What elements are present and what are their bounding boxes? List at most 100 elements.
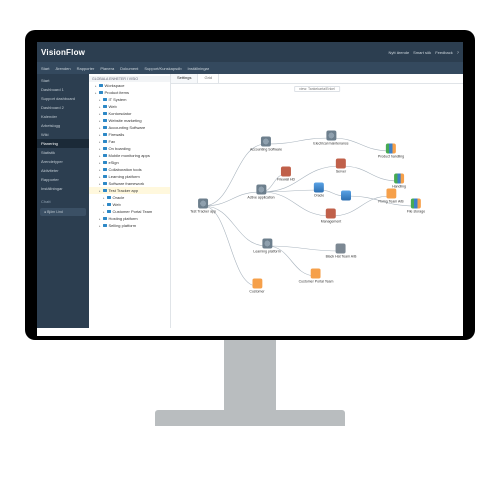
folder-icon bbox=[107, 196, 111, 199]
folder-icon bbox=[103, 161, 107, 164]
tree-item[interactable]: ▸Software framework bbox=[89, 180, 170, 187]
tree-item[interactable]: ▸Collaboration tools bbox=[89, 166, 170, 173]
folder-icon bbox=[103, 119, 107, 122]
left-sidebar: StartDashboard 1Support dashboardDashboa… bbox=[37, 74, 89, 328]
mindmap-node[interactable]: Customer Portal Team bbox=[299, 269, 334, 284]
sidebar-item[interactable]: Start bbox=[37, 76, 89, 85]
node-label: Fixing Team A/B bbox=[378, 200, 403, 204]
node-label: Black Hat Team A/B bbox=[326, 255, 357, 259]
node-label: Management bbox=[321, 220, 341, 224]
group-icon bbox=[386, 144, 396, 154]
tree-item[interactable]: ▸Hosting platform bbox=[89, 215, 170, 222]
tree-item[interactable]: ▸On boarding bbox=[89, 145, 170, 152]
canvas-tab-grid[interactable]: Grid bbox=[198, 74, 219, 83]
tree-item[interactable]: ▸Selling platform bbox=[89, 222, 170, 229]
header-action[interactable]: Feedback bbox=[435, 50, 453, 55]
node-label: File storage bbox=[407, 210, 425, 214]
sidebar-item[interactable]: Dashboard 1 bbox=[37, 85, 89, 94]
folder-icon bbox=[103, 217, 107, 220]
tree-item[interactable]: ▸Website marketing bbox=[89, 117, 170, 124]
tree-item[interactable]: ▸Kontorsdator bbox=[89, 110, 170, 117]
app-header: VisionFlow Nytt ärende Smart sök Feedbac… bbox=[37, 42, 463, 62]
tree-item[interactable]: ▸Product items bbox=[89, 89, 170, 96]
toolbar-item[interactable]: Start bbox=[41, 66, 49, 71]
person-icon bbox=[311, 269, 321, 279]
mindmap-node[interactable]: Test Tracker app bbox=[190, 199, 216, 214]
mindmap-node[interactable]: Black Hat Team A/B bbox=[326, 244, 357, 259]
mindmap-node[interactable]: Management bbox=[321, 209, 341, 224]
toolbar-item[interactable]: Rapporter bbox=[77, 66, 95, 71]
toolbar-item[interactable]: Ärenden bbox=[55, 66, 70, 71]
tree-item[interactable]: ▸Fax bbox=[89, 138, 170, 145]
folder-icon bbox=[103, 133, 107, 136]
sidebar-item[interactable]: Kalender bbox=[37, 112, 89, 121]
tree-item[interactable]: ▸IT System bbox=[89, 96, 170, 103]
sidebar-item[interactable]: Arbetslogg bbox=[37, 121, 89, 130]
toolbar-item[interactable]: Inställningar bbox=[188, 66, 210, 71]
toolbar-item[interactable]: Planera bbox=[100, 66, 114, 71]
mindmap-node[interactable]: Server bbox=[336, 159, 346, 174]
mindmap-node[interactable]: Accounting Software bbox=[250, 137, 282, 152]
toolbar-item[interactable]: Support/Kunskapsdb bbox=[144, 66, 181, 71]
tree-item[interactable]: ▸Web bbox=[89, 103, 170, 110]
gear-icon bbox=[261, 137, 271, 147]
tree-item[interactable]: ▸Oracle bbox=[89, 194, 170, 201]
brick-icon bbox=[326, 209, 336, 219]
folder-icon bbox=[103, 112, 107, 115]
tree-item[interactable]: ▸Firewalls bbox=[89, 131, 170, 138]
header-action[interactable]: Nytt ärende bbox=[388, 50, 409, 55]
tree-item[interactable]: ▸Workspace bbox=[89, 82, 170, 89]
node-label: Customer bbox=[249, 290, 264, 294]
cyl-icon bbox=[314, 183, 324, 193]
mindmap-node[interactable]: Product handling bbox=[378, 144, 404, 159]
folder-icon bbox=[103, 147, 107, 150]
sidebar-item[interactable]: Support dashboard bbox=[37, 94, 89, 103]
mindmap-node[interactable]: Firewall HD bbox=[277, 167, 295, 182]
gear-icon bbox=[256, 185, 266, 195]
gear-icon bbox=[326, 131, 336, 141]
tree-item[interactable]: ▸Mobile monitoring apps bbox=[89, 152, 170, 159]
cyl-icon bbox=[341, 191, 351, 201]
chat-header: Chatt bbox=[37, 197, 89, 206]
sidebar-item[interactable]: Wiki bbox=[37, 130, 89, 139]
tree-panel: GLOBALA ENHETER I VISIO ▸Workspace▸Produ… bbox=[89, 74, 171, 328]
tree-item[interactable]: ▸eSign bbox=[89, 159, 170, 166]
folder-icon bbox=[103, 168, 107, 171]
sidebar-item[interactable]: Rapporter bbox=[37, 175, 89, 184]
tree-item[interactable]: ▸Learning platform bbox=[89, 173, 170, 180]
sidebar-item[interactable]: Statistik bbox=[37, 148, 89, 157]
mindmap[interactable]: Test Tracker app Accounting Software Activ… bbox=[171, 96, 463, 328]
header-action[interactable]: Smart sök bbox=[413, 50, 431, 55]
sidebar-item[interactable]: Planering bbox=[37, 139, 89, 148]
mindmap-node[interactable]: Customer bbox=[249, 279, 264, 294]
person-icon bbox=[386, 189, 396, 199]
sidebar-item[interactable]: Ärendetyper bbox=[37, 157, 89, 166]
app-screen: VisionFlow Nytt ärende Smart sök Feedbac… bbox=[37, 42, 463, 328]
folder-icon bbox=[103, 175, 107, 178]
help-icon[interactable]: ? bbox=[457, 50, 459, 55]
mindmap-node[interactable]: Oracle bbox=[314, 183, 324, 198]
tree-item[interactable]: ▸Test Tracker app bbox=[89, 187, 170, 194]
tree-item[interactable]: ▸Customer Portal Team bbox=[89, 208, 170, 215]
sidebar-item[interactable]: Dashboard 2 bbox=[37, 103, 89, 112]
monitor-chin bbox=[37, 328, 463, 336]
node-label: Electrical maintenance bbox=[313, 142, 348, 146]
view-selector[interactable]: view: Tankekarta/Enkel bbox=[294, 86, 340, 92]
tree-item[interactable]: ▸Web bbox=[89, 201, 170, 208]
folder-icon bbox=[103, 98, 107, 101]
mindmap-node[interactable]: Electrical maintenance bbox=[313, 131, 348, 146]
toolbar-item[interactable]: Dokument bbox=[120, 66, 138, 71]
mindmap-node[interactable]: File storage bbox=[407, 199, 425, 214]
sidebar-item[interactable]: Aktiviteter bbox=[37, 166, 89, 175]
mindmap-node[interactable]: Learning platform bbox=[253, 239, 280, 254]
mindmap-node[interactable]: Fixing Team A/B bbox=[378, 189, 403, 204]
node-label: Firewall HD bbox=[277, 178, 295, 182]
mindmap-node[interactable]: Active application bbox=[247, 185, 274, 200]
mindmap-node[interactable]: Handling bbox=[392, 174, 406, 189]
group-icon bbox=[411, 199, 421, 209]
chat-user[interactable]: ● Björn Lind bbox=[40, 208, 86, 216]
mindmap-node[interactable] bbox=[341, 191, 351, 202]
tree-item[interactable]: ▸Accounting Software bbox=[89, 124, 170, 131]
sidebar-item[interactable]: Inställningar bbox=[37, 184, 89, 193]
canvas-tab-settings[interactable]: Settings bbox=[171, 74, 198, 83]
